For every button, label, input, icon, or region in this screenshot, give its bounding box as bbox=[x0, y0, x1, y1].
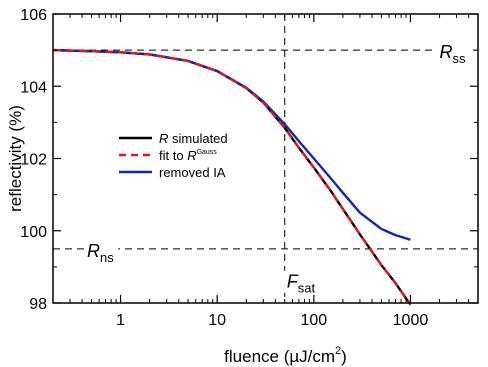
reference-label-main: R bbox=[87, 241, 100, 261]
x-tick-label: 100 bbox=[300, 312, 327, 329]
x-tick-label: 1 bbox=[116, 312, 125, 329]
x-tick-label: 1000 bbox=[393, 312, 429, 329]
y-tick-label: 100 bbox=[20, 224, 47, 241]
x-axis-label: fluence (µJ/cm2) bbox=[224, 345, 347, 366]
legend-label: fit to RGauss bbox=[159, 148, 217, 163]
x-axis-label-text: fluence (µJ/cm bbox=[224, 347, 335, 366]
series-line-fit-to-r-gauss bbox=[53, 50, 410, 305]
legend-label: R simulated bbox=[159, 131, 228, 146]
legend: R simulated fit to RGauss removed IA bbox=[119, 131, 228, 180]
legend-label: removed IA bbox=[159, 165, 226, 180]
series-lines bbox=[53, 50, 410, 305]
y-tick-label: 104 bbox=[20, 79, 47, 96]
x-axis-label-suffix: ) bbox=[341, 347, 347, 366]
reference-label-sub: ns bbox=[100, 250, 114, 265]
reference-label-main: R bbox=[440, 42, 453, 62]
reference-label-sub: ss bbox=[453, 51, 467, 66]
reference-label-sub: sat bbox=[298, 281, 316, 296]
y-tick-label: 98 bbox=[29, 296, 47, 313]
y-tick-label: 106 bbox=[20, 7, 47, 24]
y-axis-label: reflectivity (%) bbox=[6, 105, 25, 212]
x-tick-label: 10 bbox=[208, 312, 226, 329]
series-line-r-simulated bbox=[53, 50, 410, 305]
